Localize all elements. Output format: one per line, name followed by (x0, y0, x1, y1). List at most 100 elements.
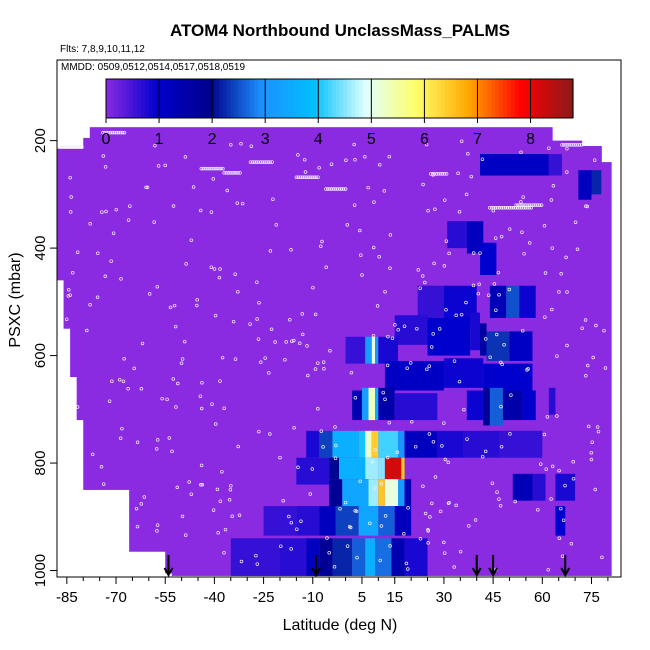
sample-point (565, 290, 569, 294)
sample-point (175, 485, 180, 490)
colorbar-swatch (549, 79, 555, 118)
heatmap-cell (427, 317, 471, 356)
flight-arrow (471, 555, 482, 578)
sample-point (236, 171, 240, 175)
sample-point (593, 487, 597, 492)
sample-point (440, 172, 445, 176)
colorbar-swatch (460, 79, 465, 118)
colorbar-tick-label: 3 (261, 131, 270, 148)
points-layer (58, 130, 608, 572)
flight-arrow (311, 555, 321, 578)
sample-point (551, 184, 556, 188)
sample-point (404, 561, 409, 566)
sample-point (296, 465, 300, 470)
sample-point (154, 447, 159, 451)
sample-point (200, 482, 205, 487)
sample-point (584, 374, 588, 378)
sample-point (478, 251, 482, 255)
sample-point (592, 158, 597, 162)
x-axis-label: Latitude (deg N) (283, 617, 398, 634)
x-tick-label: 5 (358, 589, 366, 606)
sample-point (218, 499, 223, 503)
sample-point (442, 421, 446, 425)
heatmap-cell (365, 430, 372, 458)
sample-point (372, 200, 376, 204)
sample-point (328, 349, 332, 353)
sample-point (585, 204, 590, 209)
heatmap-cell (375, 336, 379, 364)
sample-point (571, 476, 576, 481)
heatmap-cell (394, 506, 412, 536)
heatmap-cell (378, 336, 399, 364)
sample-point (509, 206, 514, 210)
sample-point (543, 315, 547, 319)
colorbar: 0 1 2 3 4 5 6 7 8 (102, 78, 574, 148)
sample-point (170, 449, 174, 454)
chart-title: ATOM4 Northbound UnclassMass_PALMS (170, 21, 510, 40)
heatmap-cell (404, 430, 438, 458)
colorbar-swatch (378, 79, 383, 118)
x-tick-label: -40 (204, 589, 226, 606)
sample-point (603, 366, 608, 370)
sample-point (195, 303, 199, 308)
heatmap-cell (489, 285, 507, 318)
sample-point (187, 480, 191, 484)
sample-point (76, 145, 80, 149)
sample-point (345, 223, 350, 227)
sample-point (352, 142, 356, 147)
sample-point (480, 454, 485, 459)
sample-point (536, 507, 540, 512)
colorbar-swatch (191, 79, 197, 118)
plot-frame (56, 59, 622, 578)
y-tick-label: 800 (32, 451, 49, 476)
sample-point (111, 231, 116, 235)
heatmap-cell (470, 312, 480, 351)
sample-point (306, 175, 310, 179)
sample-point (388, 266, 392, 271)
sample-point (273, 340, 277, 344)
sample-point (213, 166, 217, 171)
sample-point (396, 328, 400, 332)
sample-point (505, 206, 510, 210)
y-tick-label: 400 (32, 236, 49, 261)
sample-point (550, 246, 555, 250)
colorbar-tick-label: 5 (367, 131, 376, 148)
sample-point (104, 209, 108, 214)
colorbar-swatch (502, 79, 508, 118)
sample-point (263, 356, 267, 360)
coverage-column (76, 148, 84, 421)
sample-point (74, 145, 78, 149)
sample-point (180, 357, 185, 361)
sample-point (501, 206, 506, 210)
sample-point (226, 171, 230, 175)
sample-point (583, 318, 588, 322)
sample-point (358, 479, 362, 484)
sample-point (189, 492, 194, 496)
sample-point (147, 292, 152, 296)
sample-point (216, 531, 220, 535)
sample-point (256, 337, 261, 341)
sample-point (546, 567, 551, 572)
sample-point (302, 175, 306, 179)
colorbar-swatch (137, 79, 142, 118)
sample-point (575, 247, 580, 252)
sample-point (370, 459, 375, 464)
colorbar-swatch (386, 79, 391, 118)
colorbar-swatch (413, 79, 418, 118)
sample-point (577, 143, 582, 147)
sample-point (228, 487, 233, 492)
sample-point (368, 521, 372, 526)
sample-point (235, 201, 240, 205)
sample-point (557, 536, 562, 540)
sample-point (78, 145, 82, 149)
sample-point (530, 203, 534, 207)
colorbar-swatch (514, 79, 520, 118)
sample-point (112, 130, 117, 135)
sample-point (152, 220, 156, 224)
sample-point (316, 361, 320, 365)
sample-point (520, 203, 524, 207)
colorbar-swatch (304, 79, 309, 118)
colorbar-swatch (323, 79, 329, 118)
sample-point (433, 207, 437, 212)
y-axis: 200 400 600 800 1000 (32, 128, 57, 587)
